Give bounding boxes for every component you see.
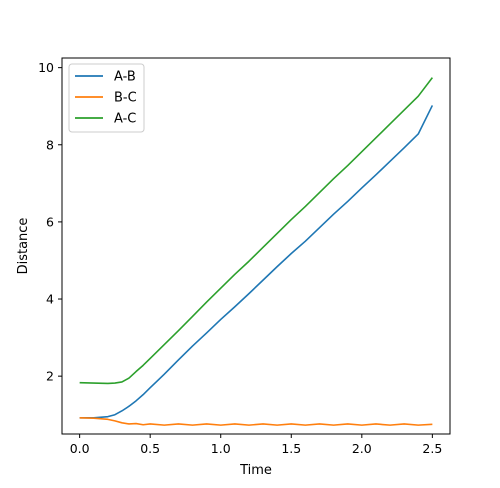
x-tick-label: 0.5 bbox=[140, 441, 160, 456]
series-line-b-c bbox=[79, 417, 433, 426]
x-axis: 0.0 0.5 1.0 1.5 2.0 2.5 bbox=[70, 434, 442, 456]
y-axis: 2 4 6 8 10 bbox=[38, 60, 62, 384]
y-tick-label: 6 bbox=[46, 214, 54, 229]
legend: A-B B-C A-C bbox=[68, 63, 145, 133]
x-tick-label: 2.0 bbox=[352, 441, 372, 456]
x-tick-label: 1.0 bbox=[211, 441, 231, 456]
legend-label-b-c: B-C bbox=[114, 91, 137, 106]
plot-lines bbox=[79, 77, 434, 426]
legend-box bbox=[68, 63, 145, 133]
plot-area bbox=[61, 57, 451, 435]
y-axis-label: Distance bbox=[16, 218, 31, 275]
series-line-a-b bbox=[79, 105, 434, 419]
x-tick-label: 1.5 bbox=[281, 441, 301, 456]
series-line-a-c bbox=[79, 77, 433, 385]
y-tick-label: 8 bbox=[46, 137, 54, 152]
legend-label-a-c: A-C bbox=[114, 112, 136, 127]
x-axis-label: Time bbox=[239, 463, 272, 478]
x-tick-label: 2.5 bbox=[422, 441, 442, 456]
y-tick-label: 10 bbox=[38, 60, 54, 75]
y-tick-label: 2 bbox=[46, 369, 54, 384]
y-tick-label: 4 bbox=[46, 292, 54, 307]
x-tick-label: 0.0 bbox=[70, 441, 90, 456]
legend-label-a-b: A-B bbox=[114, 70, 136, 85]
